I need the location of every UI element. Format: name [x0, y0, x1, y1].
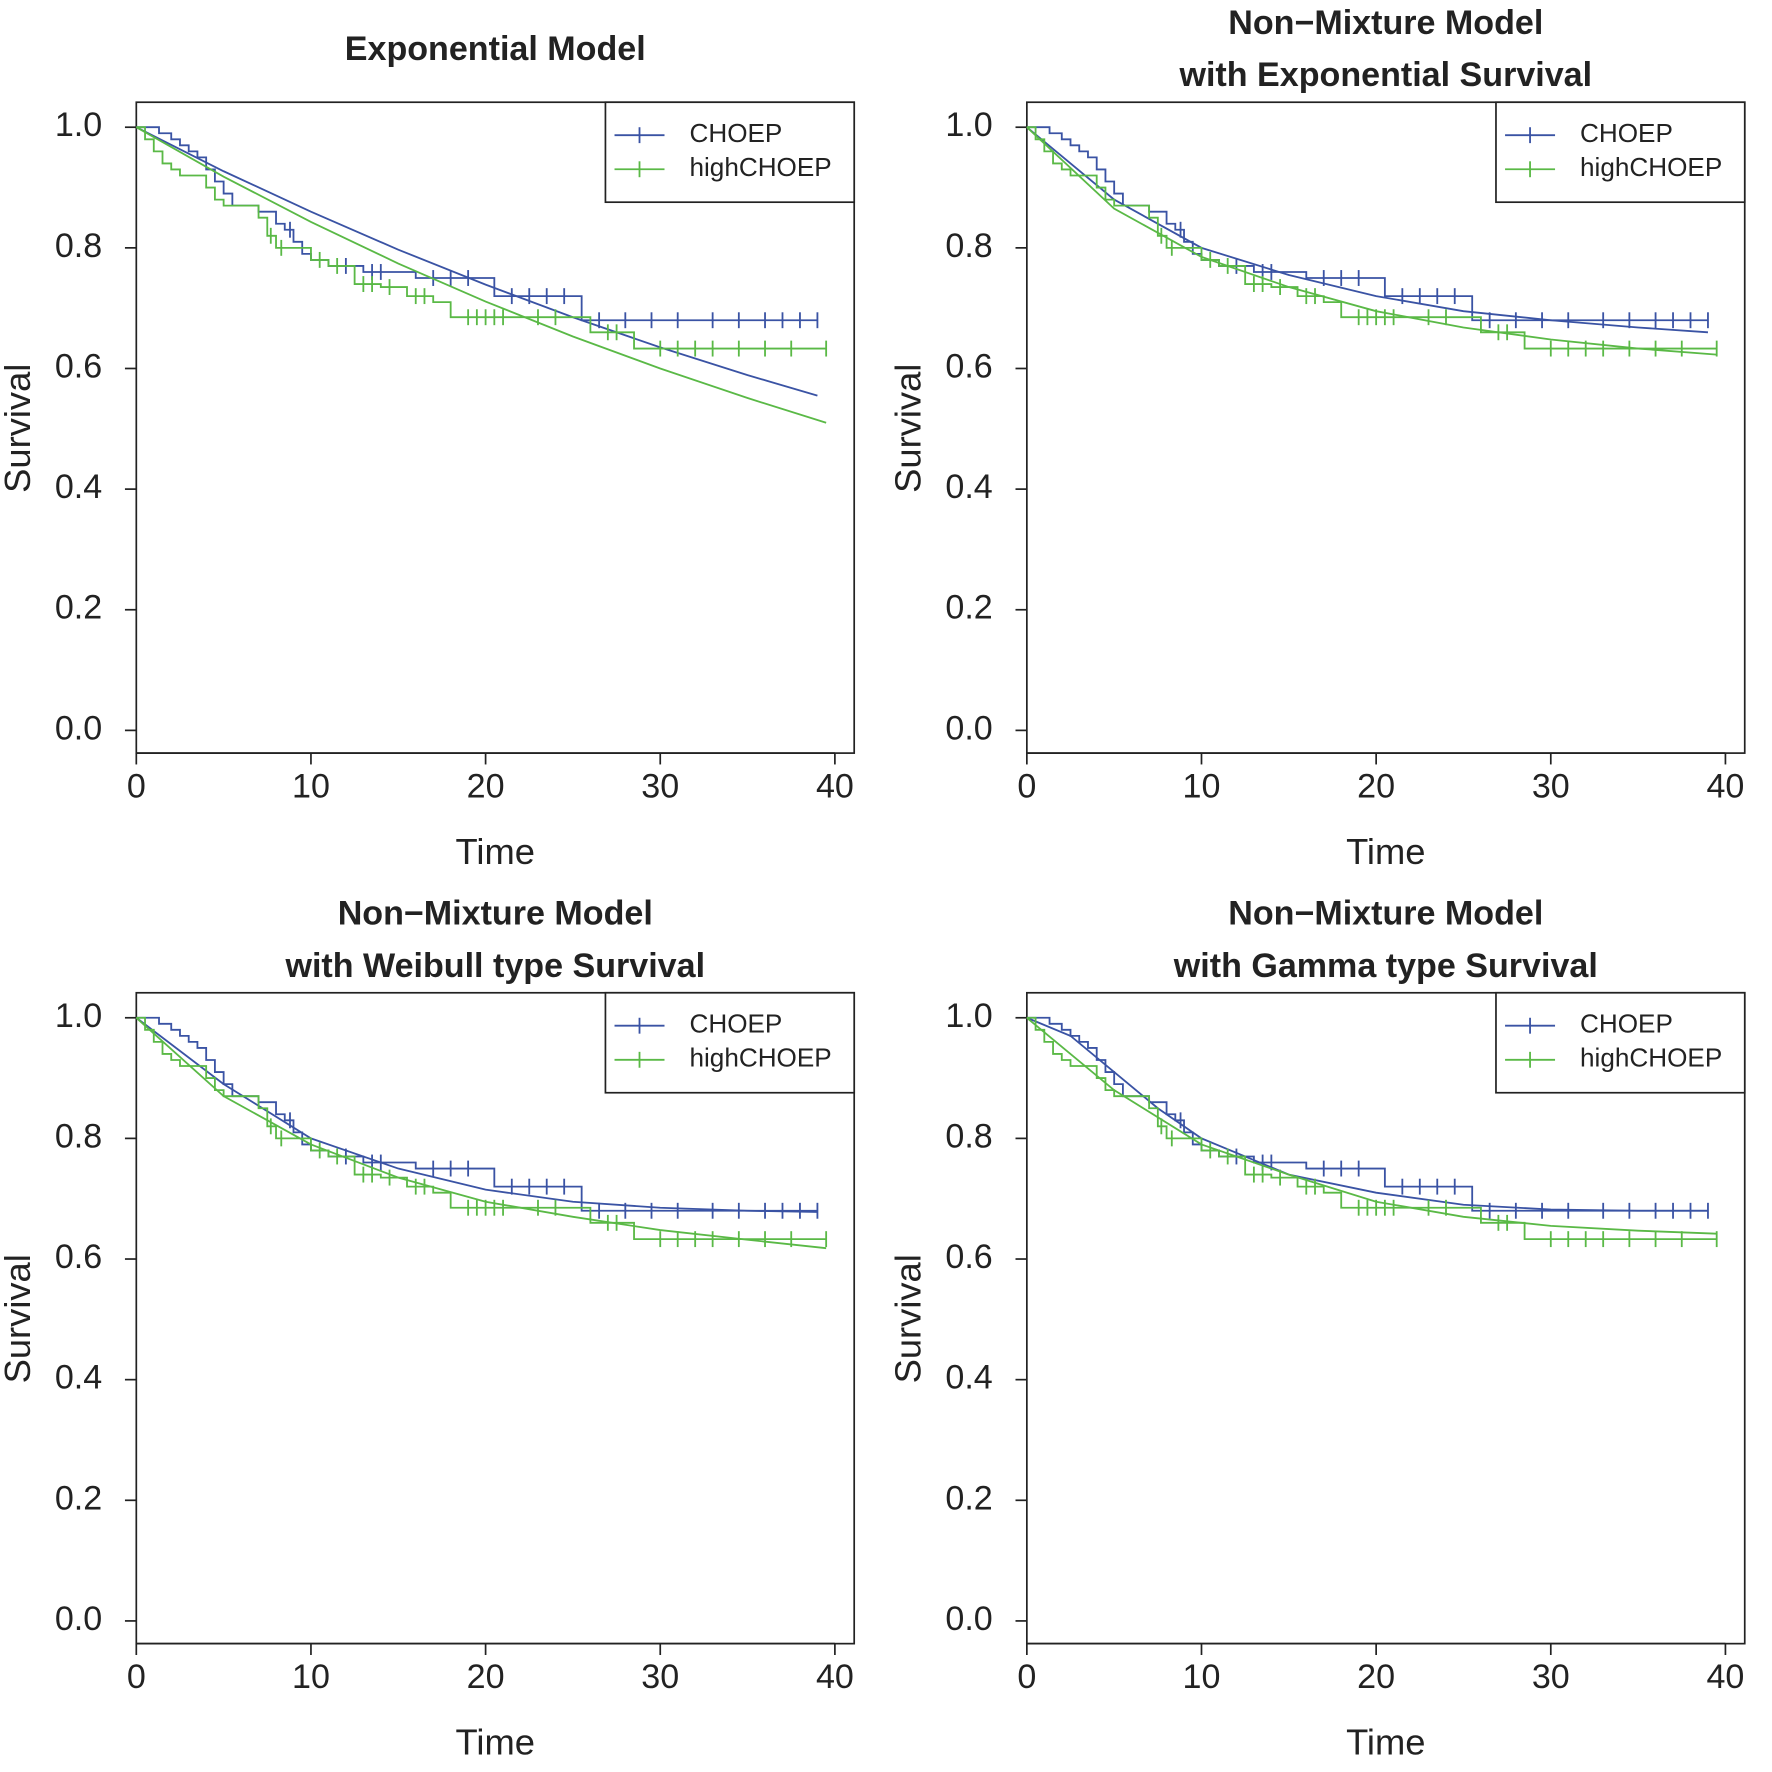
y-tick-label: 1.0 — [55, 997, 102, 1035]
y-axis-label: Survival — [0, 1254, 38, 1383]
panel: Non−Mixture Model with Exponential Surviv… — [888, 4, 1746, 872]
legend-label: highCHOEP — [1580, 1043, 1722, 1073]
legend-label: highCHOEP — [689, 1043, 831, 1073]
fit-curve — [1026, 126, 1717, 356]
x-axis-label: Time — [456, 1721, 535, 1762]
y-tick-label: 0.0 — [945, 709, 992, 747]
legend-label: CHOEP — [689, 118, 782, 148]
y-tick-label: 0.6 — [945, 347, 992, 385]
x-tick-label: 40 — [816, 767, 854, 805]
y-tick-label: 0.2 — [945, 589, 992, 627]
chart-title: Non−Mixture Model — [338, 895, 653, 933]
y-tick-label: 0.2 — [55, 589, 102, 627]
panel: Exponential Model 0 10 20 30 40 0.0 0.2 0.4 0.6 0.… — [0, 30, 856, 872]
y-tick-label: 0.0 — [55, 1600, 102, 1638]
x-tick-label: 20 — [1357, 1658, 1395, 1696]
fit-curve — [1026, 1017, 1717, 1235]
x-tick-label: 40 — [1706, 767, 1744, 805]
y-tick-label: 1.0 — [945, 106, 992, 144]
y-tick-label: 0.8 — [55, 1117, 102, 1155]
x-axis-label: Time — [456, 831, 535, 872]
legend-label: highCHOEP — [689, 152, 831, 182]
x-tick-label: 30 — [1532, 767, 1570, 805]
x-tick-label: 0 — [127, 1658, 146, 1696]
legend-box — [604, 991, 856, 1094]
y-tick-label: 0.4 — [945, 468, 992, 506]
y-axis-label: Survival — [888, 364, 929, 493]
panel: Non−Mixture Model with Gamma type Surviva… — [888, 895, 1746, 1762]
x-tick-label: 10 — [1183, 1658, 1221, 1696]
x-tick-label: 20 — [467, 767, 505, 805]
x-tick-label: 0 — [1017, 1658, 1036, 1696]
y-tick-label: 0.6 — [55, 1238, 102, 1276]
y-axis-label: Survival — [0, 364, 38, 493]
x-tick-label: 30 — [641, 767, 679, 805]
chart-title: Non−Mixture Model — [1228, 4, 1543, 42]
legend-label: CHOEP — [1580, 118, 1673, 148]
x-tick-label: 40 — [1706, 1658, 1744, 1696]
fit-curve — [135, 1017, 827, 1250]
y-tick-label: 0.8 — [945, 227, 992, 265]
legend-box — [1495, 101, 1746, 204]
y-axis-label: Survival — [888, 1254, 929, 1383]
y-tick-label: 0.8 — [945, 1117, 992, 1155]
x-tick-label: 10 — [1183, 767, 1221, 805]
legend-label: highCHOEP — [1580, 152, 1722, 182]
y-tick-label: 0.0 — [945, 1600, 992, 1638]
x-tick-label: 30 — [1532, 1658, 1570, 1696]
legend-box — [1495, 991, 1746, 1094]
fit-curve — [1026, 126, 1709, 334]
x-tick-label: 0 — [127, 767, 146, 805]
y-tick-label: 0.6 — [55, 347, 102, 385]
y-tick-label: 1.0 — [55, 106, 102, 144]
y-tick-label: 0.6 — [945, 1238, 992, 1276]
legend-box — [604, 101, 856, 204]
x-tick-label: 30 — [641, 1658, 679, 1696]
y-tick-label: 1.0 — [945, 997, 992, 1035]
x-tick-label: 20 — [1357, 767, 1395, 805]
x-tick-label: 0 — [1017, 767, 1036, 805]
legend-label: CHOEP — [1580, 1009, 1673, 1039]
y-tick-label: 0.2 — [945, 1479, 992, 1517]
chart-title: Non−Mixture Model — [1228, 895, 1543, 933]
legend-label: CHOEP — [689, 1009, 782, 1039]
panel: Non−Mixture Model with Weibull type Survi… — [0, 895, 856, 1762]
chart-title: with Weibull type Survival — [284, 947, 705, 985]
chart-title: Exponential Model — [345, 30, 646, 68]
x-axis-label: Time — [1346, 831, 1425, 872]
fit-curve — [135, 1017, 818, 1213]
fit-curve — [135, 126, 827, 424]
x-axis-label: Time — [1346, 1721, 1425, 1762]
y-tick-label: 0.4 — [55, 1359, 102, 1397]
y-tick-label: 0.2 — [55, 1479, 102, 1517]
chart-title: with Exponential Survival — [1178, 56, 1592, 94]
fit-curve — [135, 126, 818, 397]
y-tick-label: 0.4 — [945, 1359, 992, 1397]
chart-title: with Gamma type Survival — [1173, 947, 1598, 985]
x-tick-label: 10 — [292, 767, 330, 805]
x-tick-label: 20 — [467, 1658, 505, 1696]
y-tick-label: 0.0 — [55, 709, 102, 747]
x-tick-label: 40 — [816, 1658, 854, 1696]
x-tick-label: 10 — [292, 1658, 330, 1696]
y-tick-label: 0.8 — [55, 227, 102, 265]
y-tick-label: 0.4 — [55, 468, 102, 506]
